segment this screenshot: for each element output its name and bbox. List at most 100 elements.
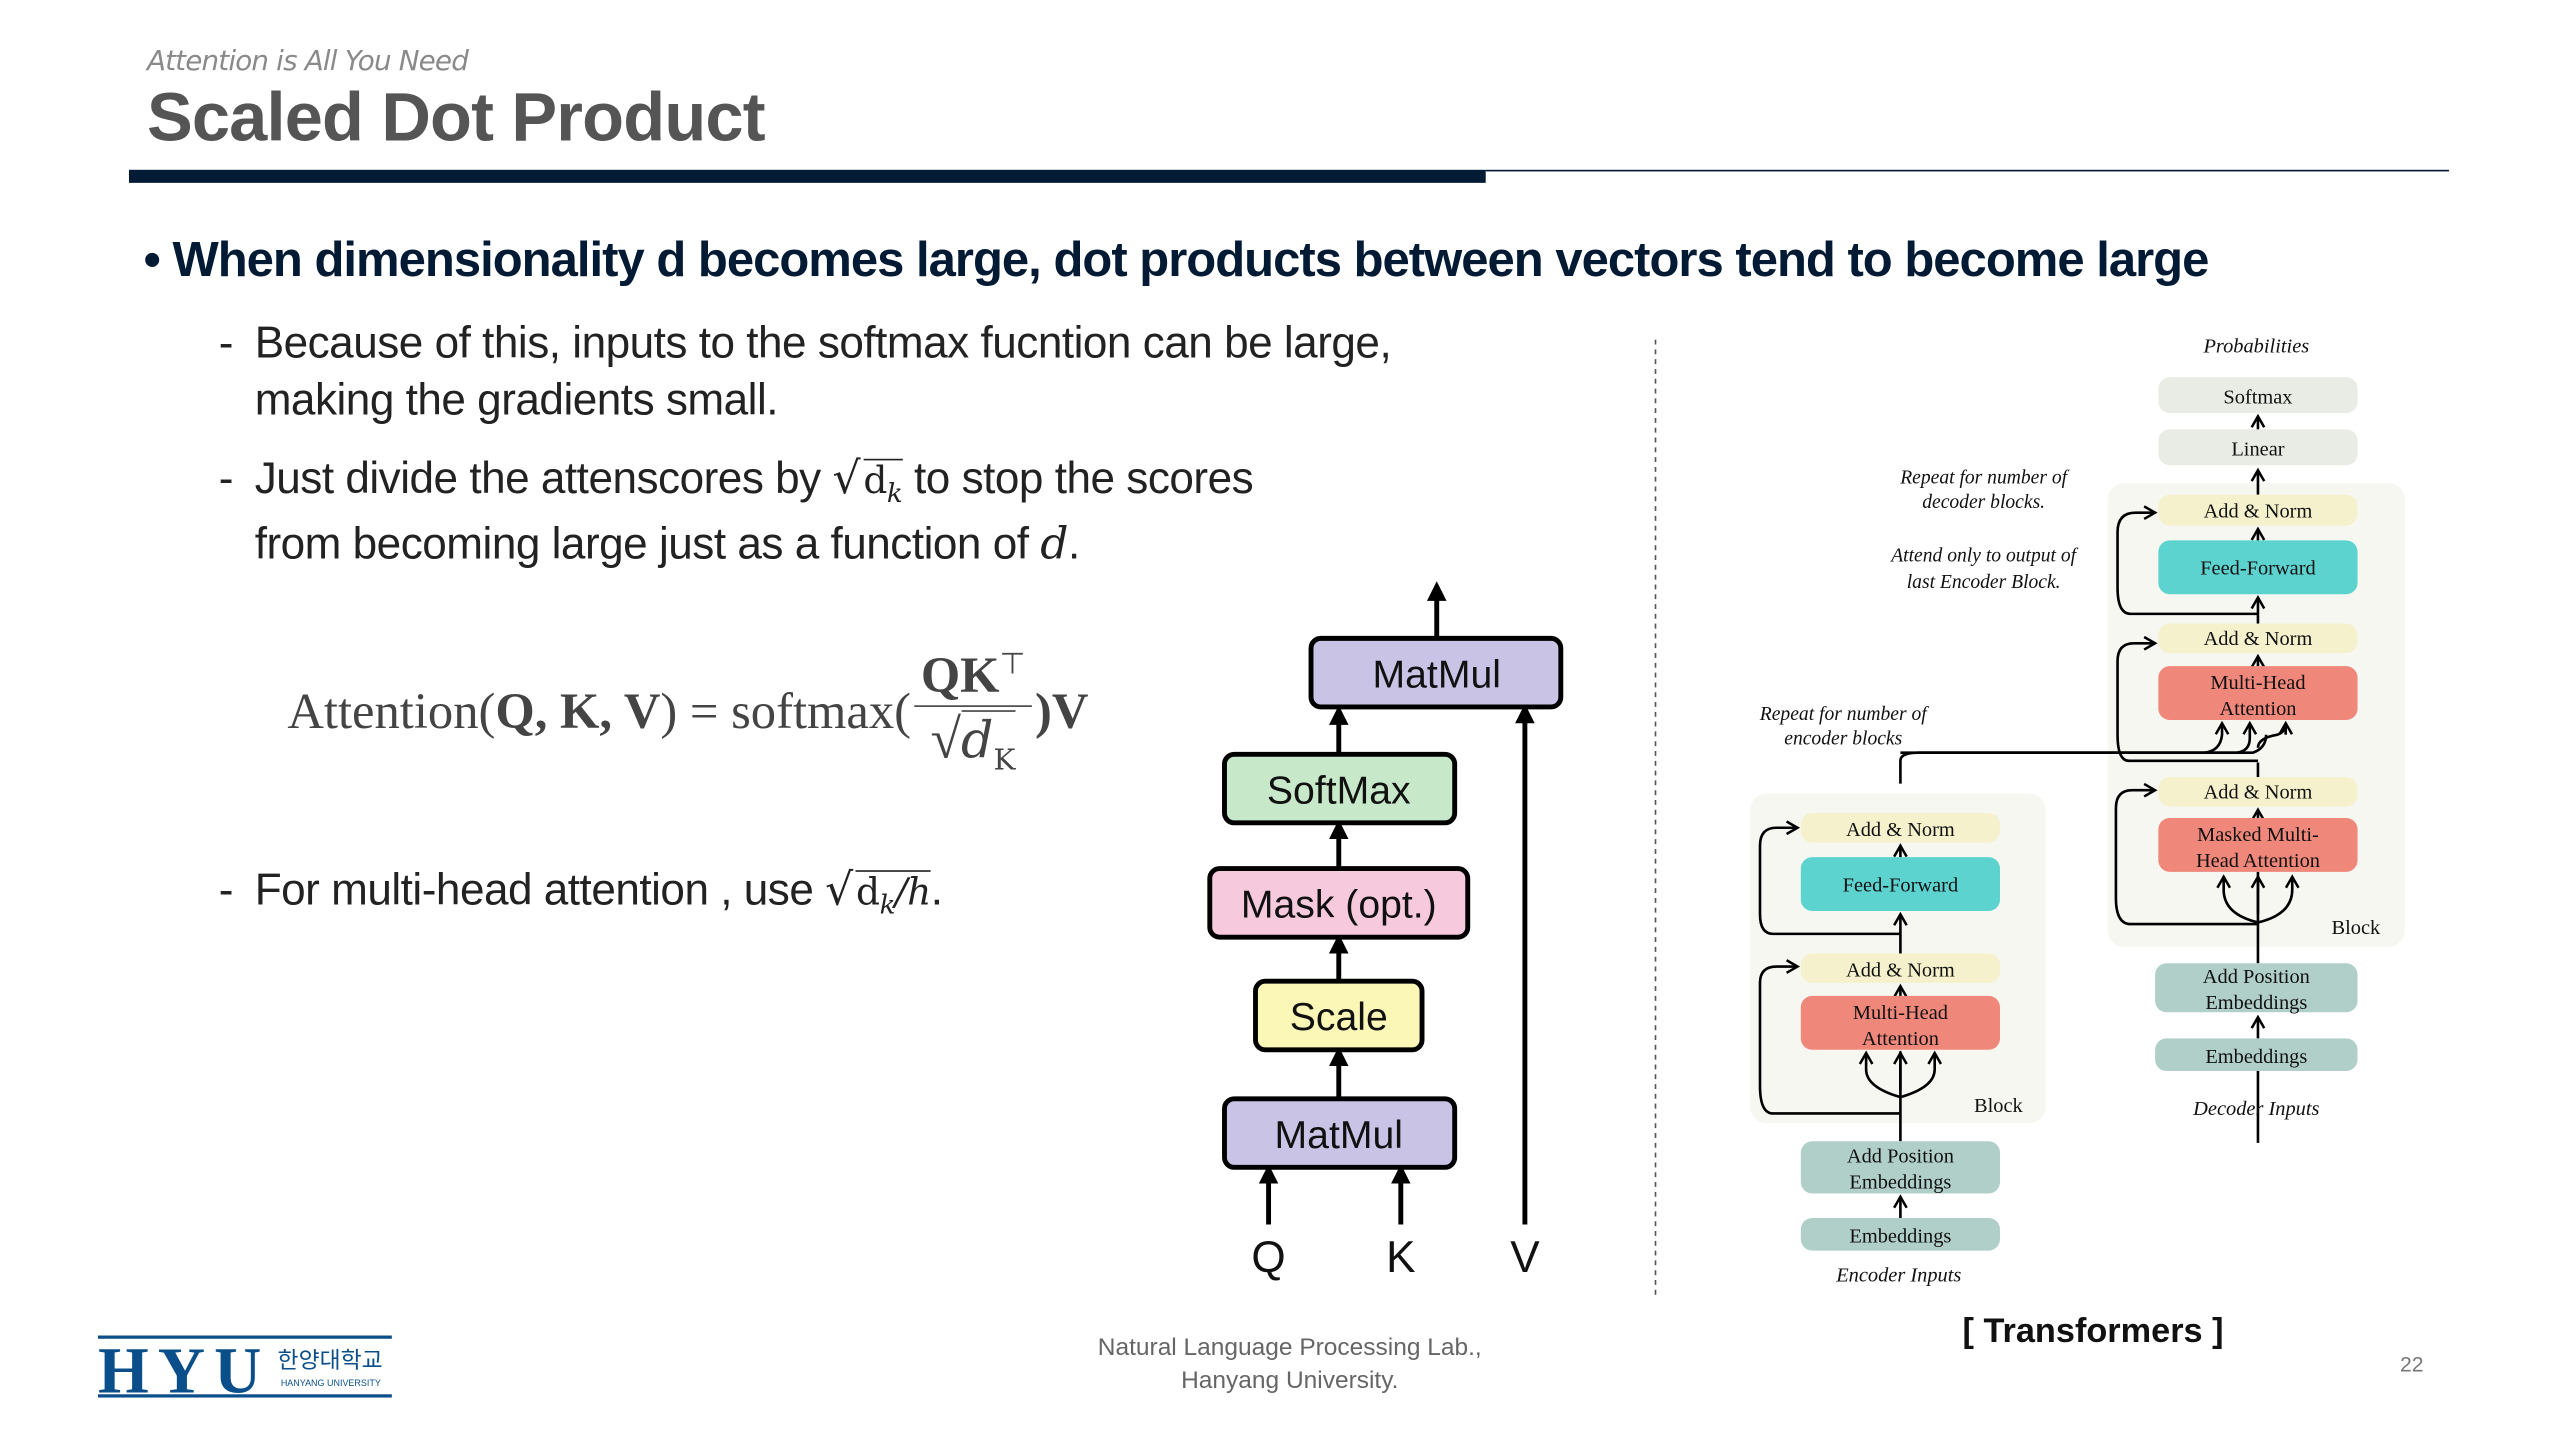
add-norm-label: Add & Norm [1846, 959, 1955, 981]
formula-lhs: Attention( [287, 682, 496, 740]
linear-box [2158, 429, 2358, 466]
dec-position-embeddings [2155, 963, 2358, 1013]
transformers-caption: [ Transformers ] [1962, 1312, 2224, 1351]
mha-label: Multi-Head [1853, 1002, 1948, 1024]
lab-name: Natural Language Processing Lab., [1097, 1333, 1482, 1362]
input-k: K [1386, 1233, 1415, 1282]
encoder-inputs-label: Encoder Inputs [1835, 1265, 1961, 1287]
item-divide-sqrt: - Just divide the attenscores by √ dk to s… [218, 451, 1254, 573]
item-text: Because of this, inputs to the softmax f… [254, 318, 1392, 368]
d: d [855, 871, 880, 915]
block-label: Block [2332, 917, 2382, 939]
note-decoder: decoder blocks. [1922, 492, 2045, 513]
numerator: QK [920, 646, 1000, 704]
sdp-labels: MatMul SoftMax Mask (opt.) Scale MatMul … [1241, 653, 1540, 1281]
K: K [993, 743, 1016, 778]
embeddings-label: Embeddings [1849, 1225, 1951, 1247]
add-norm-label: Add & Norm [2204, 501, 2313, 523]
item-text: from becoming large just as a function o… [254, 518, 1041, 568]
embeddings-label: Embeddings [2205, 1046, 2307, 1068]
matmul-bottom-label: MatMul [1275, 1114, 1403, 1157]
sqrt-symbol: √ [825, 865, 853, 916]
softmax-label: SoftMax [1267, 769, 1411, 812]
logo-english: HANYANG UNIVERSITY [281, 1378, 381, 1388]
university-name: Hanyang University. [1181, 1366, 1399, 1395]
probabilities-label: Probabilities [2202, 336, 2309, 358]
softmax-label: Softmax [2223, 386, 2292, 408]
mha-label: Attention [1862, 1028, 1939, 1050]
mask-box [1207, 866, 1471, 940]
dash: - [218, 318, 234, 368]
note-attend: Attend only to output of [1889, 546, 2078, 567]
formula-rhs: )V [1034, 682, 1089, 740]
feed-forward-label: Feed-Forward [1843, 874, 1959, 896]
item-text: Just divide the attenscores by [254, 453, 833, 503]
slide-subtitle: Attention is All You Need [146, 45, 469, 79]
sqrt-symbol: √ [832, 453, 861, 505]
period: . [930, 865, 943, 915]
matmul-bottom-box [1222, 1096, 1458, 1170]
transformer-labels: Probabilities Softmax Linear Add & Norm … [1759, 336, 2381, 1287]
masked-label: Head Attention [2196, 850, 2320, 872]
d: d [961, 711, 994, 771]
block-label: Block [1974, 1095, 2024, 1117]
note-encoder: Repeat for number of [1759, 704, 1929, 725]
feed-forward-label: Feed-Forward [2200, 558, 2316, 580]
note-attend: last Encoder Block. [1907, 572, 2061, 593]
input-v: V [1510, 1233, 1540, 1282]
k: k [879, 889, 896, 921]
formula-fraction: QK⊤ √dK [914, 646, 1032, 777]
linear-label: Linear [2231, 439, 2284, 461]
pos-label: Embeddings [2205, 992, 2307, 1014]
matmul-top-label: MatMul [1373, 653, 1501, 696]
pos-label: Add Position [2203, 966, 2310, 988]
dash: - [218, 865, 234, 915]
input-q: Q [1251, 1233, 1285, 1282]
pos-label: Embeddings [1849, 1172, 1951, 1194]
var-d: d [1040, 518, 1068, 570]
sqrt-dk: dk [863, 458, 903, 515]
formula-args: Q, K, V [495, 682, 661, 740]
item-multihead: - For multi-head attention , use √ dk/h. [219, 862, 943, 927]
item-text: For multi-head attention , use [254, 865, 826, 915]
formula-eq: ) = softmax( [660, 682, 912, 740]
title-underline-thin [1485, 169, 2449, 172]
d: d [863, 460, 887, 503]
transpose: ⊤ [999, 647, 1026, 681]
attention-formula: Attention(Q, K, V) = softmax( QK⊤ √dK )V [287, 647, 1088, 778]
sqrt-dk-h: dk/h [855, 870, 931, 926]
period: . [1067, 518, 1080, 568]
enc-embeddings [1800, 1217, 2000, 1251]
page-number: 22 [2399, 1351, 2424, 1377]
note-decoder: Repeat for number of [1899, 467, 2069, 488]
dec-add-norm-2 [2158, 623, 2358, 654]
scale-label: Scale [1290, 996, 1388, 1039]
logo-hyu: HYU [98, 1336, 261, 1408]
matmul-top-box [1308, 635, 1564, 710]
denominator: dK [961, 710, 1016, 777]
k: k [886, 477, 903, 509]
scale-box [1253, 978, 1425, 1053]
dec-feed-forward [2158, 540, 2358, 595]
enc-multi-head-attention [1800, 995, 2000, 1050]
pos-label: Add Position [1847, 1145, 1954, 1167]
item-softmax-gradients: - Because of this, inputs to the softmax … [218, 315, 1392, 429]
enc-add-norm-2 [1800, 813, 2000, 843]
dec-multi-head-attention [2158, 666, 2358, 720]
transformer-diagram [1750, 377, 2405, 1251]
mha-label: Multi-Head [2210, 672, 2305, 694]
decoder-inputs-label: Decoder Inputs [2192, 1098, 2319, 1120]
add-norm-label: Add & Norm [2204, 781, 2313, 803]
mask-label: Mask (opt.) [1241, 884, 1437, 927]
dash: - [218, 453, 234, 503]
footer-lab: Natural Language Processing Lab., Hanyan… [1045, 1332, 1535, 1397]
add-norm-label: Add & Norm [1846, 819, 1955, 841]
main-bullet: • When dimensionality d becomes large, d… [143, 233, 2210, 288]
enc-feed-forward [1800, 857, 2000, 912]
title-underline-bar [128, 169, 1486, 183]
hyu-logo: HYU 한양대학교 HANYANG UNIVERSITY [97, 1335, 392, 1408]
enc-add-norm-1 [1800, 953, 2000, 983]
add-norm-label: Add & Norm [2204, 628, 2313, 650]
